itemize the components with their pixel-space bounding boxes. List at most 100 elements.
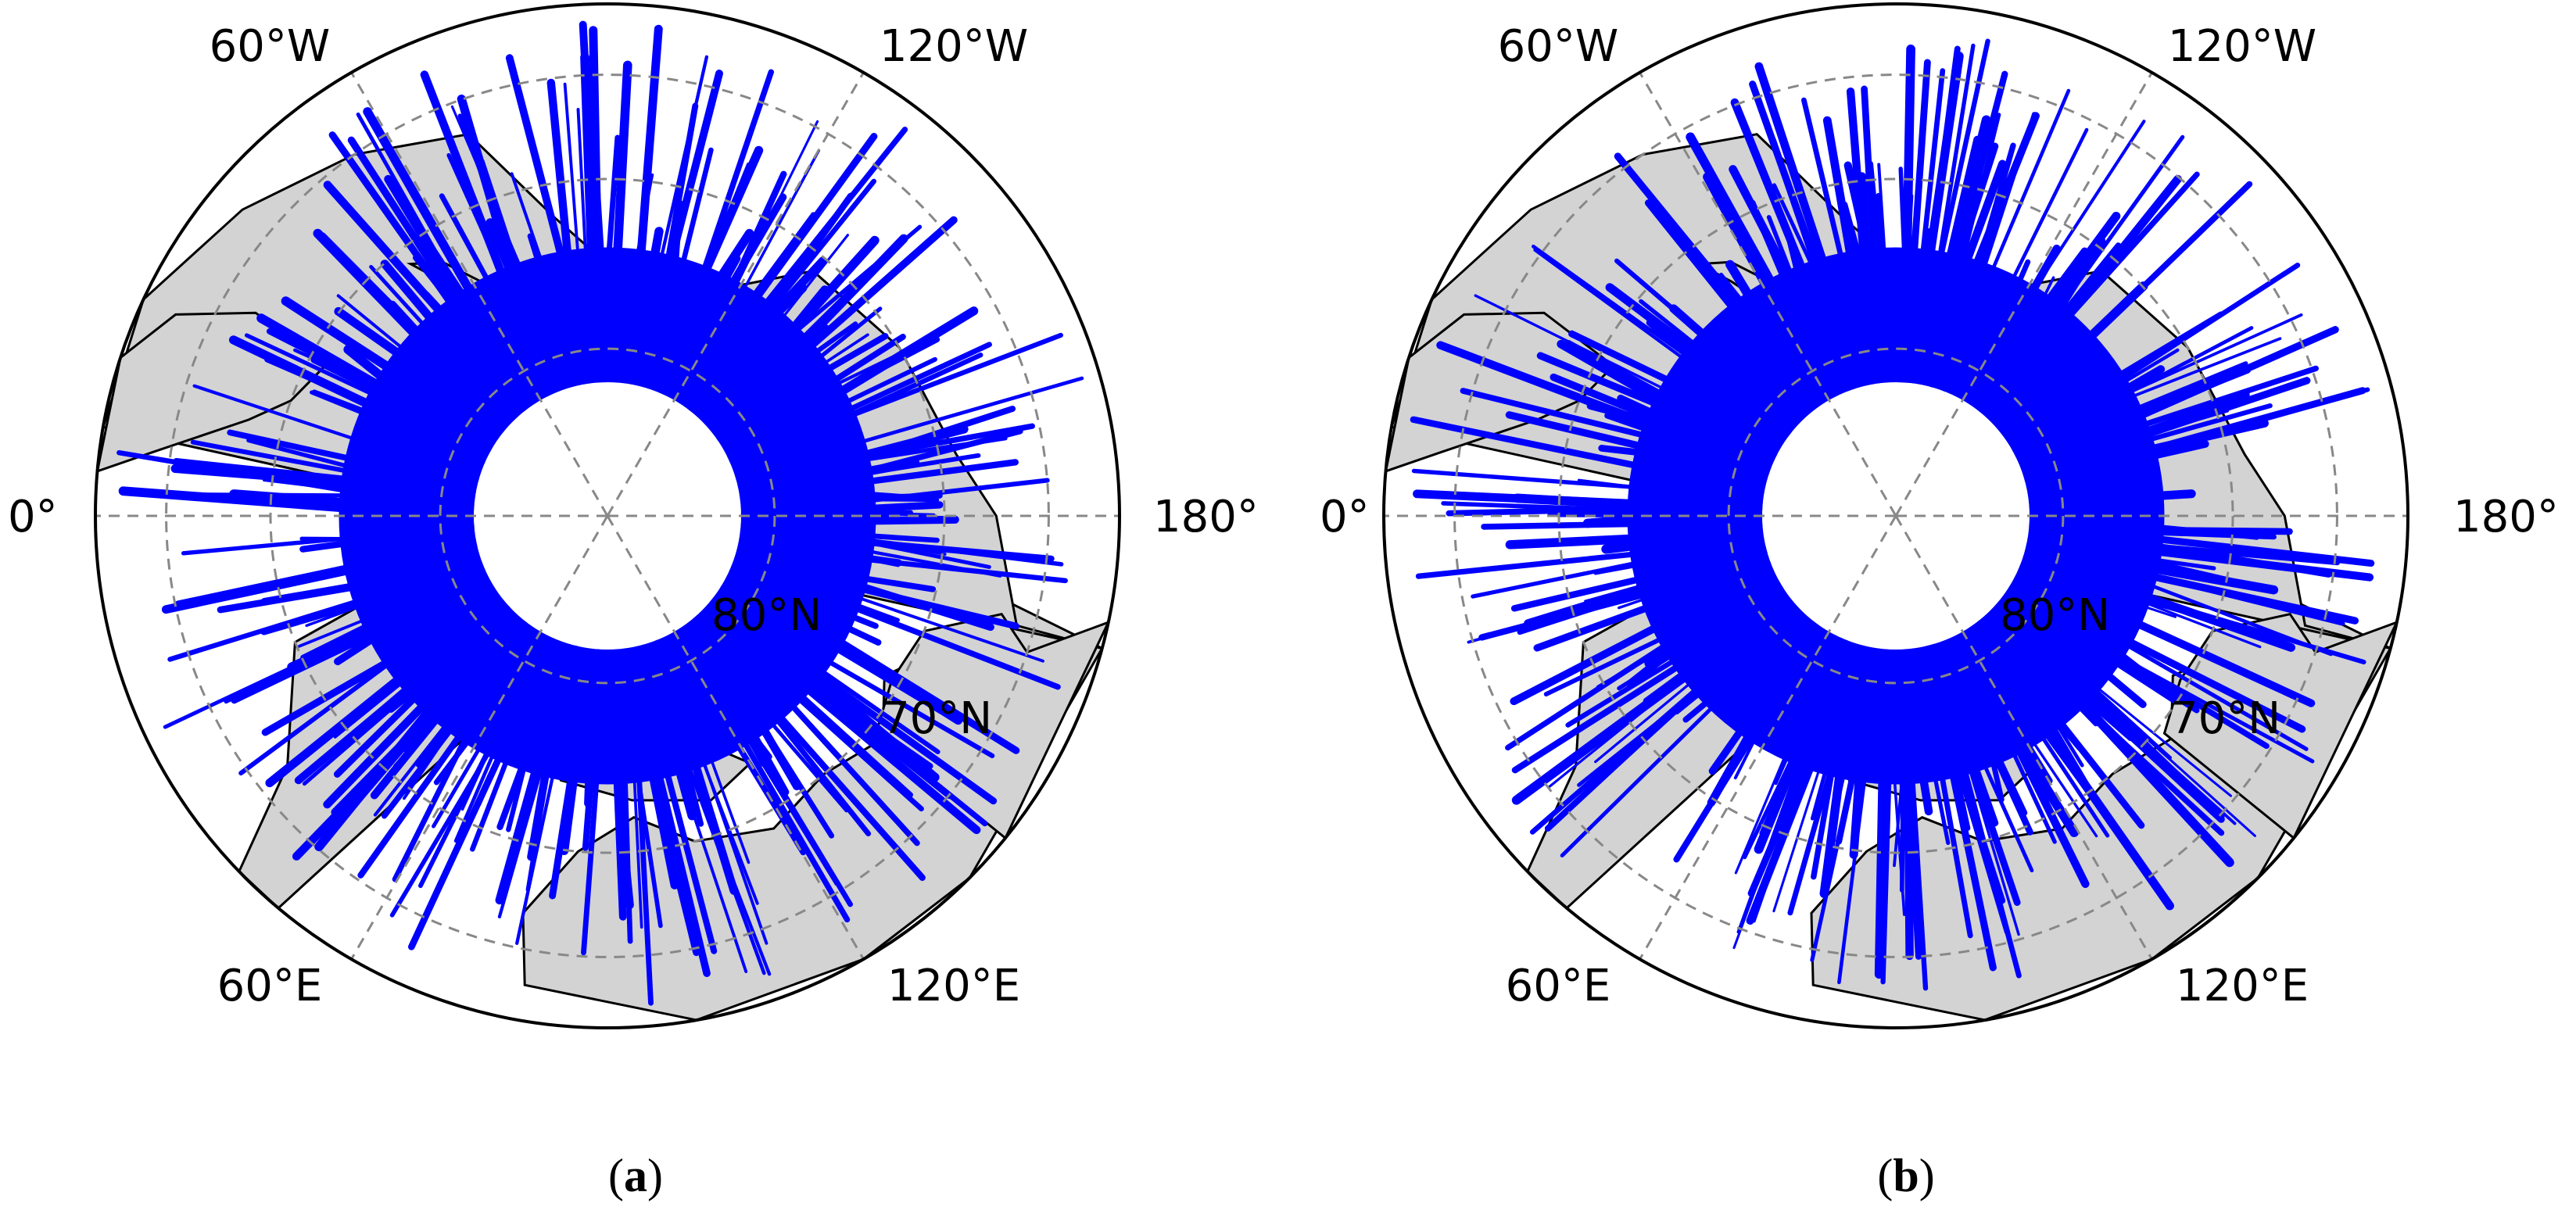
track-segment [719, 701, 851, 923]
track-segment [2015, 540, 2279, 595]
track-segment [1707, 697, 1772, 807]
track-segment [423, 242, 507, 363]
track-segment [757, 550, 994, 632]
track-segment [630, 227, 664, 367]
meridian-120 [1894, 72, 2153, 517]
track-segment [2068, 365, 2319, 452]
track-segment [1877, 163, 1893, 345]
track-segment [752, 127, 908, 320]
track-segment [505, 54, 571, 283]
track-segment [2045, 534, 2341, 566]
satellite-tracks [116, 20, 1084, 1006]
track-segment [1749, 81, 1852, 357]
latitude-circle-80 [439, 347, 776, 685]
track-segment [1531, 244, 1772, 418]
track-segment [740, 646, 924, 812]
track-segment [1411, 468, 1729, 496]
track-segment [1982, 666, 2098, 838]
track-segment [2104, 326, 2254, 407]
track-segment [576, 108, 593, 370]
track-segment [432, 642, 543, 829]
track-segment [263, 478, 476, 507]
track-segment [701, 120, 819, 355]
track-segment [161, 538, 485, 614]
track-segment [389, 300, 432, 346]
track-segment [549, 658, 593, 900]
track-segment [2091, 574, 2295, 652]
lon-label-120w: 120°W [2168, 21, 2316, 72]
track-segment [790, 321, 858, 371]
map-panel-a: 60°W 120°W 0° 180° 60°E 120°E 80°N 70°N [8, 2, 1259, 1029]
track-segment [1880, 693, 1894, 985]
track-segment [2123, 440, 2209, 466]
track-segment [1478, 576, 1705, 641]
track-segment [1682, 658, 1759, 723]
track-segment [2072, 403, 2273, 464]
track-segment [387, 632, 487, 713]
track-segment [1900, 228, 1933, 399]
track-segment [1644, 199, 1814, 408]
track-segment [802, 492, 943, 503]
track-segment [2104, 337, 2282, 409]
track-segment [357, 654, 518, 879]
graticule [95, 72, 1120, 960]
track-segment [1962, 617, 2110, 838]
track-segment [406, 207, 477, 313]
track-segment [1810, 737, 1836, 821]
meridian-240 [1894, 515, 2153, 960]
track-segment [294, 611, 485, 762]
track-segment [1932, 687, 1997, 972]
lon-label-180: 180° [1153, 492, 1259, 542]
track-segment [1957, 127, 2089, 391]
track-segment [682, 682, 751, 864]
track-segment [2036, 377, 2311, 474]
track-segment [1901, 45, 1915, 306]
track-segment [790, 600, 882, 646]
track-segment [690, 149, 821, 388]
track-segment [181, 524, 476, 556]
track-segment [2092, 489, 2196, 504]
track-segment [690, 145, 764, 299]
lat-label-80n: 80°N [2000, 590, 2110, 641]
track-segment [2116, 565, 2345, 626]
track-segment [740, 692, 835, 839]
track-segment [1743, 676, 1833, 860]
track-segment [790, 515, 959, 526]
track-segment [2035, 591, 2309, 751]
track-segment [1614, 258, 1788, 408]
track-segment [1943, 88, 2071, 384]
track-segment [261, 639, 424, 736]
track-segment [1927, 113, 2001, 399]
track-segment [1511, 627, 1739, 774]
panel-caption-b: (b) [1877, 1150, 1935, 1201]
track-segment [2022, 554, 2262, 649]
track-segment [691, 670, 807, 856]
track-segment [676, 736, 772, 976]
track-segment [715, 686, 772, 760]
track-segment [789, 333, 906, 411]
track-segment [2058, 656, 2232, 797]
track-segment [804, 646, 995, 759]
latitude-circle-70 [269, 177, 946, 854]
track-segment [651, 629, 759, 905]
track-segment [1734, 625, 1841, 875]
track-segment [2126, 574, 2333, 657]
track-segment [300, 557, 501, 660]
track-segment [1961, 609, 2174, 911]
track-segment [336, 621, 514, 828]
track-segment [636, 691, 711, 977]
track-segment [1976, 202, 2170, 417]
track-segment [323, 181, 476, 352]
track-segment [246, 438, 386, 478]
track-segment [485, 218, 539, 333]
track-segment [363, 107, 545, 419]
track-segment [630, 24, 663, 340]
track-segment [1614, 152, 1799, 378]
track-segment [2005, 348, 2180, 454]
track-segment [1626, 621, 1709, 688]
track-segment [717, 597, 940, 754]
track-segment [632, 752, 643, 929]
track-segment [765, 453, 981, 492]
track-segment [1719, 272, 1771, 337]
track-segment [734, 510, 914, 518]
